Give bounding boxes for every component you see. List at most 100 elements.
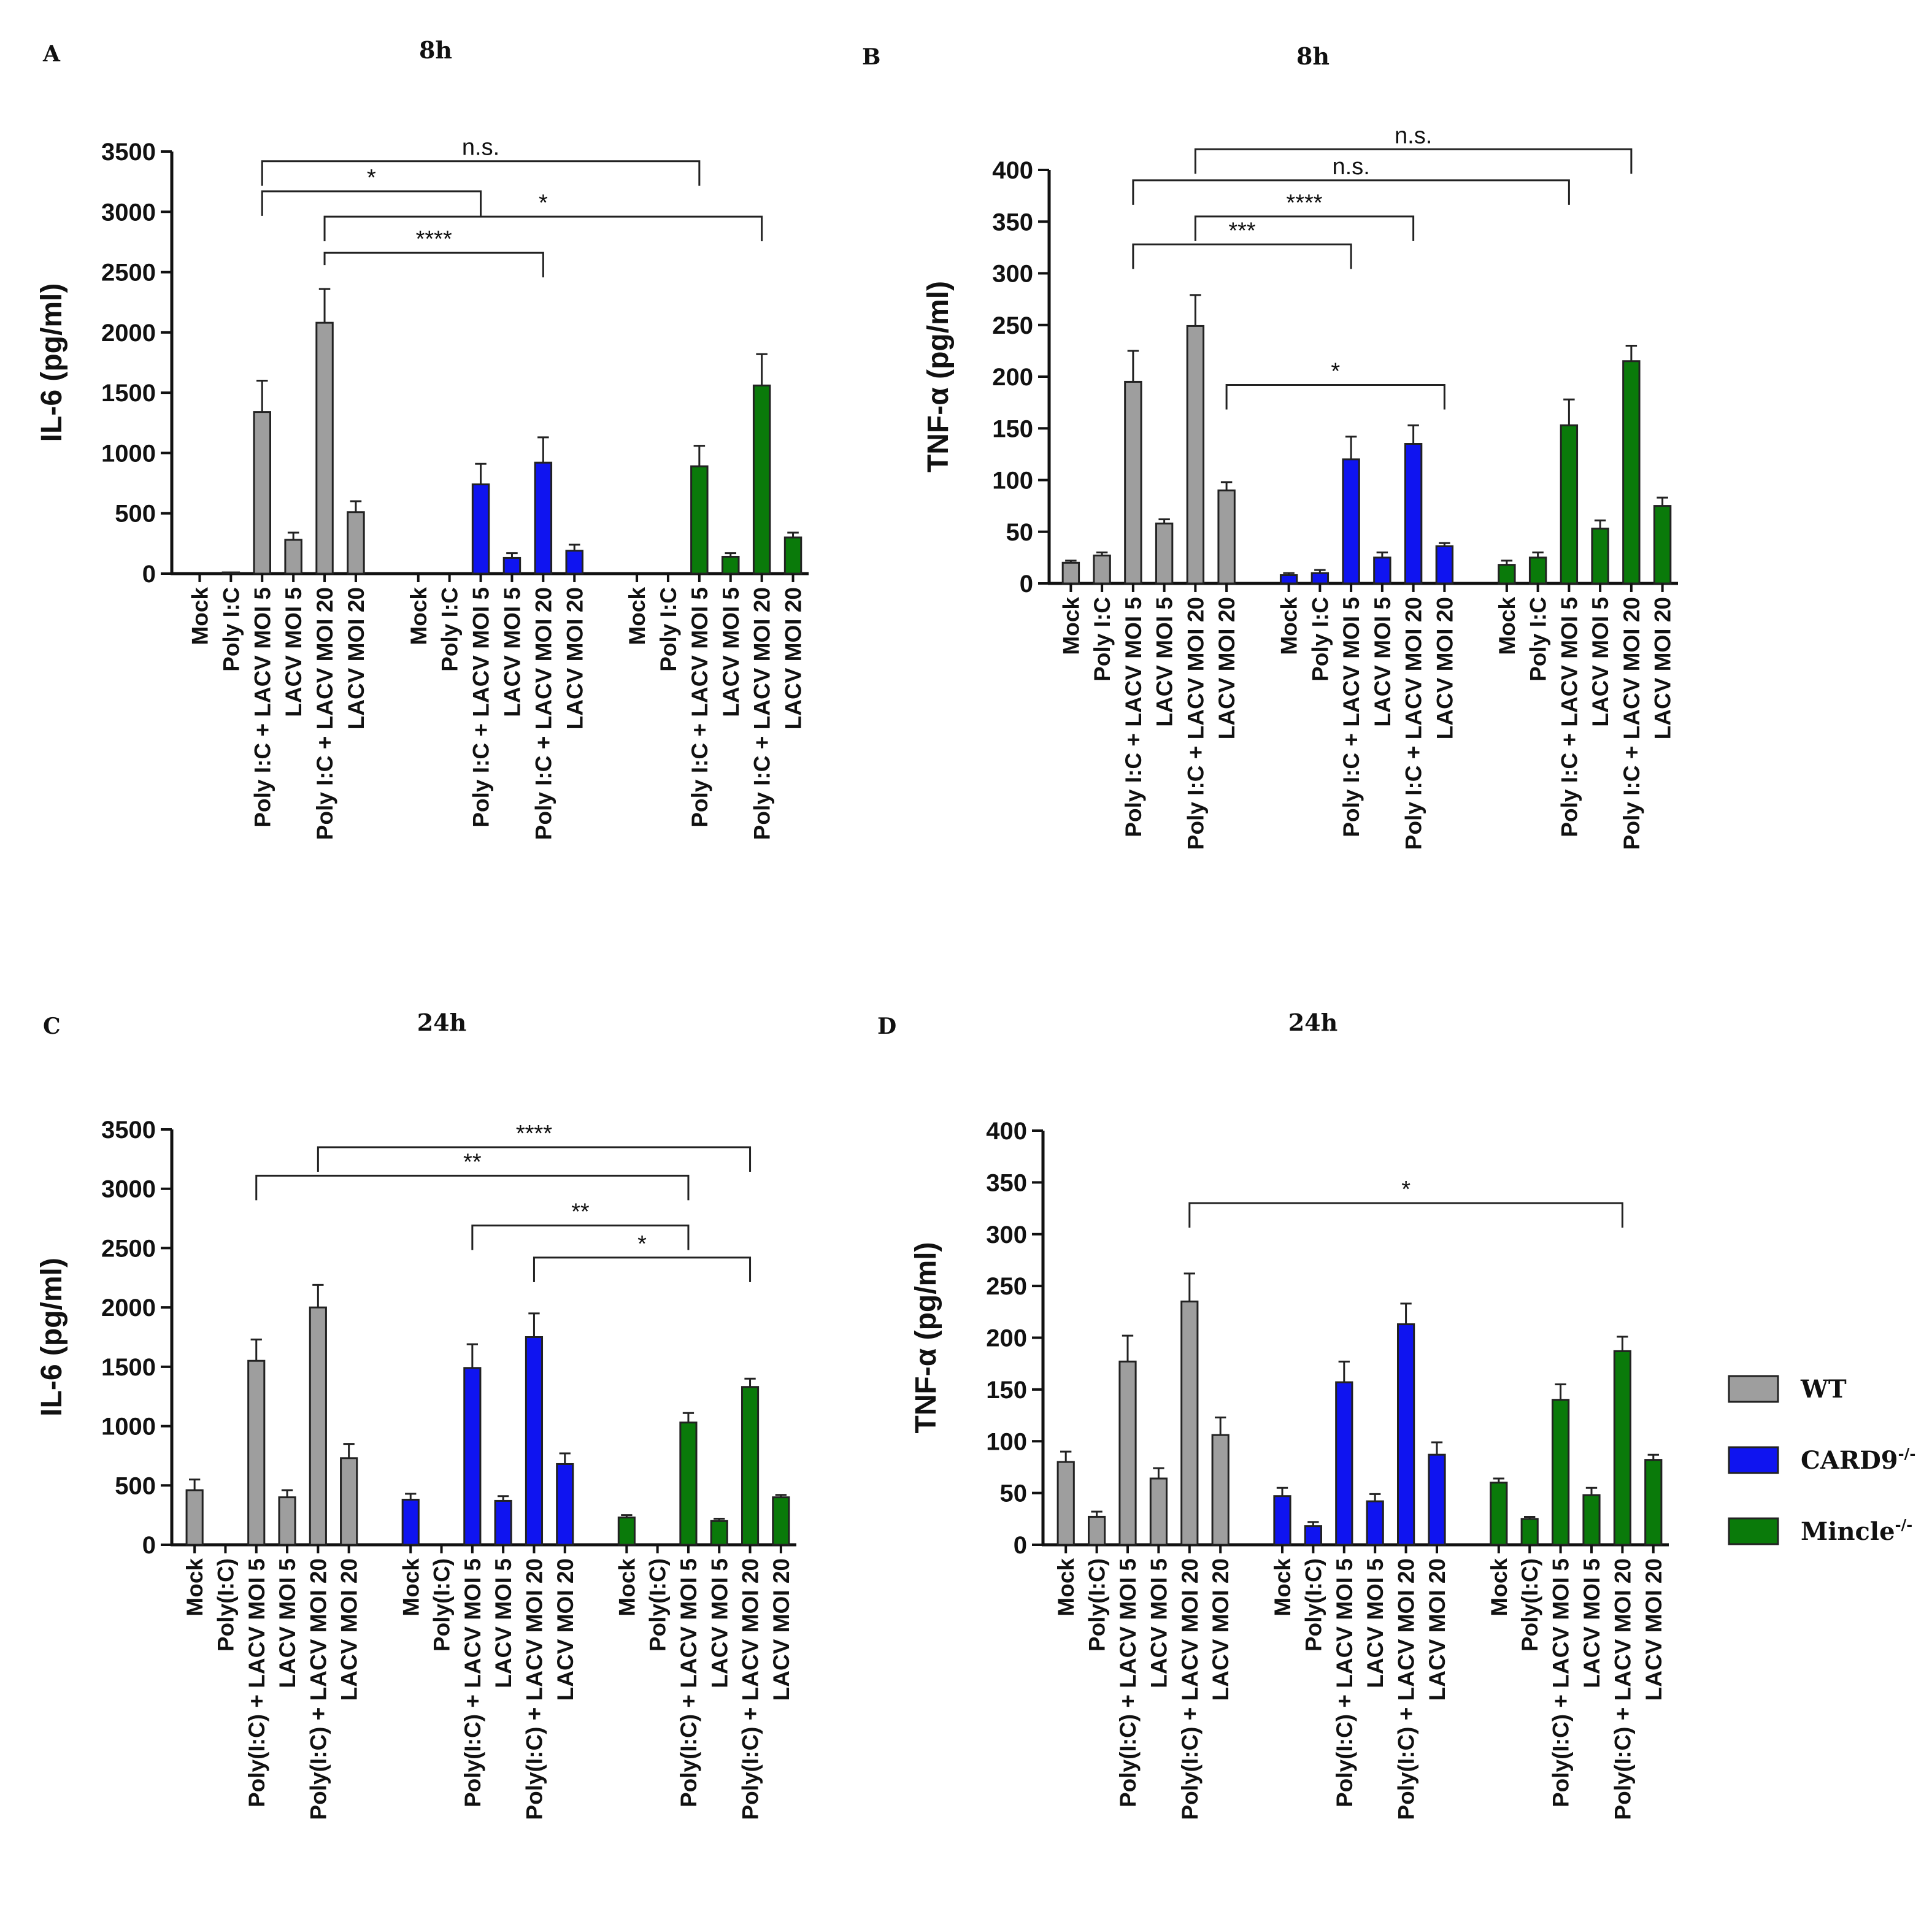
panel-letter-d: D <box>877 1013 896 1039</box>
legend-label-wt: WT <box>1800 1375 1847 1404</box>
chart-b-bar-wt <box>1155 522 1174 585</box>
chart-a-x-tick-label: LACV MOI 20 <box>344 587 369 729</box>
chart-b-significance-bracket <box>1194 148 1633 174</box>
chart-d-x-tick-label: LACV MOI 5 <box>1579 1558 1604 1688</box>
chart-d-x-tick-label: Mock <box>1053 1558 1079 1617</box>
legend-swatch-card9 <box>1728 1446 1779 1474</box>
chart-c-significance-bracket <box>317 1146 752 1172</box>
chart-b-bar-card9 <box>1310 572 1330 585</box>
chart-d-x-tick-label: LACV MOI 20 <box>1641 1558 1666 1701</box>
chart-b-bar-card9 <box>1279 574 1298 585</box>
chart-b-x-tick-label: Mock <box>1277 597 1302 655</box>
chart-a-y-tick-label: 1500 <box>101 380 156 407</box>
chart-a-x-tick-label: LACV MOI 5 <box>499 587 525 717</box>
chart-d-bar-card9 <box>1428 1453 1446 1546</box>
chart-a-bar-wt <box>253 411 271 575</box>
chart-d-x-tick-label: LACV MOI 20 <box>1425 1558 1450 1701</box>
chart-b-bar-mincle <box>1498 564 1516 585</box>
chart-b-bar-mincle <box>1622 360 1641 585</box>
chart-b-bar-mincle <box>1528 556 1547 585</box>
chart-c-x-tick-label: Poly(I:C) <box>213 1558 238 1652</box>
chart-b-x-tick-label: Poly I:C <box>1526 597 1551 682</box>
chart-d-x-tick-label: Mock <box>1487 1558 1512 1617</box>
chart-c-x-tick-label: LACV MOI 20 <box>769 1558 794 1701</box>
chart-a-x-tick-label: Poly I:C + LACV MOI 5 <box>250 587 275 828</box>
chart-c-x-tick-label: Poly(I:C) <box>429 1558 455 1652</box>
chart-d-x-tick-label: LACV MOI 20 <box>1208 1558 1233 1701</box>
chart-d-bar-card9 <box>1304 1525 1323 1546</box>
chart-a-significance-bracket <box>261 160 701 186</box>
chart-a-y-tick-label: 0 <box>142 561 156 588</box>
chart-a-x-tick-label: Mock <box>625 587 650 645</box>
chart-d-bar-wt <box>1211 1434 1230 1546</box>
chart-b-significance-label: n.s. <box>1395 123 1432 148</box>
chart-a-x-tick-label: Poly I:C <box>437 587 463 672</box>
chart-c-x-tick-label: LACV MOI 5 <box>707 1558 732 1688</box>
chart-b-y-tick-label: 100 <box>992 467 1033 494</box>
chart-b-x-tick-label: LACV MOI 20 <box>1650 597 1676 739</box>
chart-b-x-tick-label: Poly I:C + LACV MOI 20 <box>1183 597 1208 850</box>
chart-b-y-tick-label: 400 <box>992 157 1033 184</box>
chart-b-bar-card9 <box>1435 545 1454 585</box>
chart-b-x-tick-label: LACV MOI 20 <box>1432 597 1457 739</box>
chart-a-x-tick-label: Mock <box>187 587 212 645</box>
chart-b-significance-bracket <box>1132 179 1570 205</box>
chart-c-bar-mincle <box>617 1517 636 1546</box>
chart-a-x-tick-label: Poly I:C + LACV MOI 20 <box>531 587 556 840</box>
chart-c-y-tick-label: 1500 <box>101 1354 156 1381</box>
chart-d-bar-mincle <box>1551 1399 1570 1546</box>
chart-d-y-tick-label: 200 <box>986 1325 1027 1352</box>
chart-b-x-tick-label: LACV MOI 5 <box>1588 597 1613 727</box>
chart-b-x-tick-label: Poly I:C <box>1090 597 1115 682</box>
chart-d-bar-mincle <box>1520 1518 1539 1546</box>
chart-d-x-tick-label: Poly(I:C) + LACV MOI 5 <box>1332 1558 1357 1807</box>
chart-a-x-tick-label: Poly I:C + LACV MOI 20 <box>312 587 337 840</box>
panel-letter-b: B <box>862 44 880 70</box>
chart-c: 0 500 1000 1500 2000 2500 3000 3500 IL-6 (pg/ml)… <box>36 1117 796 1820</box>
chart-b-x-tick-label: LACV MOI 5 <box>1152 597 1177 727</box>
chart-b-significance-label: **** <box>1286 190 1322 216</box>
chart-d-y-tick-label: 100 <box>986 1428 1027 1455</box>
chart-d-x-tick-label: Poly(I:C) + LACV MOI 5 <box>1549 1558 1574 1807</box>
chart-a-y-tick-label: 3500 <box>101 139 156 166</box>
panel-letter-c: C <box>43 1013 61 1039</box>
chart-c-x-tick-label: Poly(I:C) + LACV MOI 20 <box>306 1558 331 1820</box>
chart-b-bar-card9 <box>1373 556 1391 585</box>
chart-c-y-tick-label: 3000 <box>101 1176 156 1203</box>
chart-a-significance-label: n.s. <box>462 135 499 161</box>
chart-d-y-tick-label: 300 <box>986 1221 1027 1248</box>
chart-a-y-tick-label: 2000 <box>101 320 156 347</box>
chart-a-significance-bracket <box>323 252 544 278</box>
chart-c-bar-card9 <box>556 1463 574 1546</box>
chart-c-bar-mincle <box>772 1496 790 1546</box>
chart-b-significance-label: * <box>1331 358 1340 384</box>
chart-d-x-tick-label: Mock <box>1270 1558 1295 1617</box>
chart-c-x-tick-label: Poly(I:C) + LACV MOI 5 <box>244 1558 269 1807</box>
chart-a-x-tick-label: Poly I:C + LACV MOI 20 <box>750 587 775 840</box>
chart-d-bar-card9 <box>1273 1495 1291 1546</box>
chart-c-x-tick-label: Mock <box>614 1558 639 1617</box>
chart-b-significance-label: n.s. <box>1333 154 1370 180</box>
chart-d-significance-label: * <box>1401 1177 1411 1202</box>
chart-c-y-tick-label: 3500 <box>101 1117 156 1144</box>
chart-b-significance-bracket <box>1225 383 1445 410</box>
chart-b-y-axis-title: TNF-α (pg/ml) <box>922 281 955 472</box>
chart-d-x-tick-label: Poly(I:C) + LACV MOI 20 <box>1177 1558 1203 1820</box>
chart-a-x-tick-label: LACV MOI 20 <box>562 587 587 729</box>
chart-d-x-tick-label: Poly(I:C) <box>1085 1558 1110 1652</box>
legend-swatch-mincle <box>1728 1517 1779 1545</box>
chart-b-bar-wt <box>1124 380 1142 585</box>
chart-d-bar-wt <box>1087 1515 1106 1546</box>
chart-d-x-tick-label: Poly(I:C) + LACV MOI 20 <box>1394 1558 1419 1820</box>
chart-b-bar-wt <box>1186 325 1205 585</box>
chart-b-x-tick-label: Poly I:C + LACV MOI 5 <box>1339 597 1364 837</box>
chart-d-y-tick-label: 250 <box>986 1273 1027 1300</box>
chart-c-y-axis-title: IL-6 (pg/ml) <box>36 1258 68 1417</box>
chart-b-bar-wt <box>1093 555 1111 585</box>
chart-d-x-tick-label: LACV MOI 5 <box>1363 1558 1388 1688</box>
panel-letter-a: A <box>42 41 61 67</box>
chart-d-y-axis-title: TNF-α (pg/ml) <box>910 1242 942 1433</box>
chart-d-x-tick-label: Poly(I:C) <box>1517 1558 1542 1652</box>
panel-title-c: 24h <box>417 1009 467 1036</box>
